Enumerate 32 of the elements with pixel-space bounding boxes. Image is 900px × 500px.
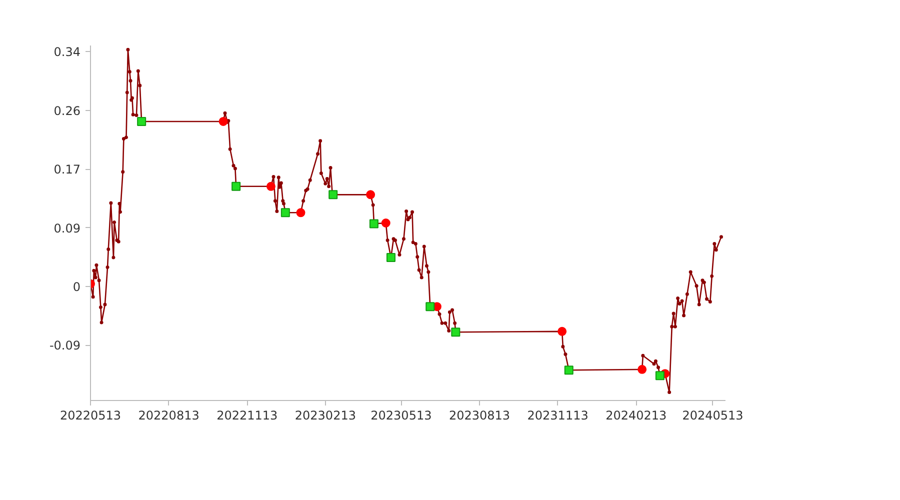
point bbox=[137, 116, 146, 126]
point bbox=[655, 371, 664, 380]
x-tick-label: 20230213 bbox=[294, 408, 356, 422]
x-tick-label: 20230513 bbox=[370, 408, 432, 422]
x-tick-label: 20230813 bbox=[448, 408, 510, 422]
point bbox=[638, 364, 647, 374]
point bbox=[232, 182, 241, 191]
x-tick-label: 20231113 bbox=[527, 408, 588, 422]
point bbox=[296, 208, 306, 218]
point bbox=[218, 116, 228, 126]
y-tick-label: 0.26 bbox=[54, 104, 80, 118]
y-tick-label: 0 bbox=[72, 280, 81, 294]
point bbox=[369, 219, 378, 228]
x-tick-label: 20220813 bbox=[138, 408, 200, 422]
point bbox=[366, 190, 376, 200]
point bbox=[381, 218, 390, 228]
point bbox=[280, 208, 290, 218]
x-tick-label: 20240513 bbox=[682, 408, 744, 422]
y-tick-label: 0.17 bbox=[54, 162, 80, 177]
point bbox=[266, 182, 276, 191]
y-tick-label: 0.09 bbox=[54, 221, 80, 236]
point bbox=[426, 302, 435, 312]
y-tick-label: 0.34 bbox=[54, 45, 80, 60]
point bbox=[558, 326, 567, 336]
point bbox=[328, 190, 338, 200]
point bbox=[564, 366, 574, 375]
x-tick-label: 20220513 bbox=[60, 408, 122, 422]
point bbox=[451, 328, 460, 337]
point bbox=[386, 253, 396, 262]
y-tick-label: -0.09 bbox=[49, 338, 81, 353]
x-tick-label: 20240213 bbox=[606, 408, 667, 422]
x-tick-label: 20221113 bbox=[216, 408, 278, 422]
